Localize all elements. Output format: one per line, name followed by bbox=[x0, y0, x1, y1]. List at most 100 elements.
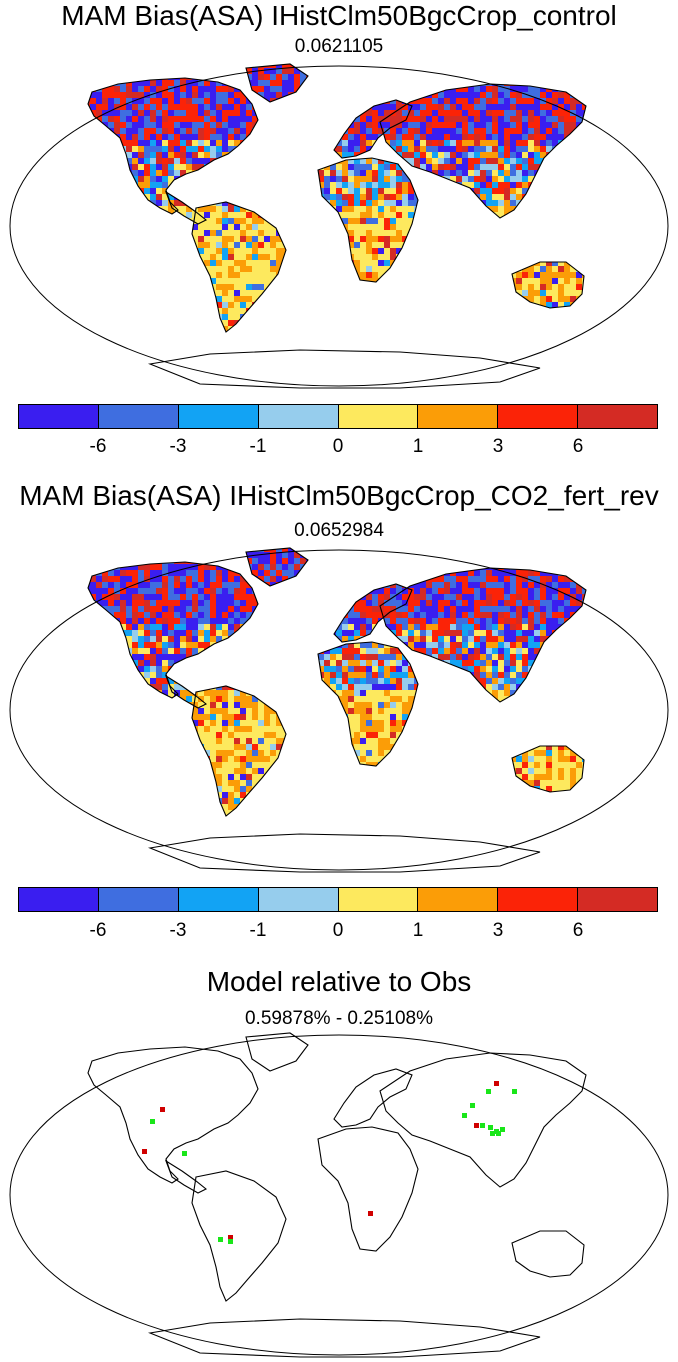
bias-cell bbox=[498, 284, 504, 290]
bias-cell bbox=[642, 182, 648, 188]
bias-cell bbox=[108, 146, 114, 152]
bias-cell bbox=[486, 224, 492, 230]
bias-cell bbox=[210, 110, 216, 116]
bias-cell bbox=[192, 152, 198, 158]
bias-cell bbox=[510, 68, 516, 74]
bias-cell bbox=[588, 320, 594, 326]
bias-cell bbox=[162, 254, 168, 260]
bias-cell bbox=[288, 98, 294, 104]
bias-cell bbox=[276, 314, 282, 320]
bias-cell bbox=[36, 320, 42, 326]
bias-cell bbox=[516, 194, 522, 200]
bias-cell bbox=[324, 266, 330, 272]
bias-cell bbox=[528, 74, 534, 80]
bias-cell bbox=[570, 134, 576, 140]
bias-cell bbox=[546, 98, 552, 104]
bias-cell bbox=[198, 176, 204, 182]
bias-cell bbox=[510, 320, 516, 326]
bias-cell bbox=[636, 224, 642, 230]
bias-cell bbox=[432, 230, 438, 236]
bias-cell bbox=[324, 140, 330, 146]
bias-cell bbox=[606, 68, 612, 74]
bias-cell bbox=[120, 170, 126, 176]
bias-cell bbox=[612, 104, 618, 110]
bias-cell bbox=[120, 284, 126, 290]
bias-cell bbox=[144, 86, 150, 92]
bias-cell bbox=[666, 314, 672, 320]
bias-cell bbox=[42, 74, 48, 80]
bias-cell bbox=[390, 86, 396, 92]
bias-cell bbox=[6, 170, 12, 176]
bias-cell bbox=[444, 92, 450, 98]
bias-cell bbox=[546, 242, 552, 248]
bias-cell bbox=[354, 254, 360, 260]
bias-cell bbox=[534, 284, 540, 290]
bias-cell bbox=[342, 170, 348, 176]
bias-cell bbox=[18, 290, 24, 296]
bias-cell bbox=[246, 182, 252, 188]
bias-cell bbox=[504, 224, 510, 230]
bias-cell bbox=[660, 146, 666, 152]
bias-cell bbox=[504, 92, 510, 98]
bias-cell bbox=[30, 302, 36, 308]
bias-cell bbox=[642, 206, 648, 212]
bias-cell bbox=[408, 254, 414, 260]
bias-cell bbox=[210, 296, 216, 302]
bias-cell bbox=[504, 128, 510, 134]
bias-cell bbox=[354, 284, 360, 290]
bias-cell bbox=[120, 98, 126, 104]
bias-cell bbox=[552, 236, 558, 242]
bias-cell bbox=[216, 128, 222, 134]
bias-cell bbox=[162, 134, 168, 140]
bias-cell bbox=[78, 80, 84, 86]
bias-cell bbox=[540, 308, 546, 314]
bias-cell bbox=[378, 110, 384, 116]
bias-cell bbox=[564, 242, 570, 248]
bias-cell bbox=[396, 266, 402, 272]
bias-cell bbox=[630, 92, 636, 98]
bias-cell bbox=[624, 200, 630, 206]
bias-cell bbox=[88, 92, 90, 98]
bias-cell bbox=[318, 284, 324, 290]
bias-cell bbox=[234, 218, 240, 224]
bias-cell bbox=[414, 248, 420, 254]
bias-cell bbox=[396, 320, 402, 326]
bias-cell bbox=[582, 104, 586, 110]
bias-cell bbox=[336, 248, 342, 254]
bias-cell bbox=[96, 98, 102, 104]
bias-cell bbox=[24, 74, 30, 80]
bias-cell bbox=[600, 314, 606, 320]
bias-cell bbox=[642, 74, 648, 80]
bias-cell bbox=[12, 86, 18, 92]
bias-cell bbox=[96, 320, 102, 326]
bias-cell bbox=[462, 140, 468, 146]
bias-cell bbox=[450, 122, 456, 128]
bias-cell bbox=[258, 260, 264, 266]
bias-cell bbox=[312, 290, 318, 296]
bias-cell bbox=[462, 284, 468, 290]
bias-cell bbox=[282, 290, 288, 296]
bias-cell bbox=[432, 308, 438, 314]
bias-cell bbox=[138, 104, 144, 110]
bias-cell bbox=[288, 86, 294, 92]
bias-cell bbox=[360, 254, 366, 260]
bias-cell bbox=[204, 128, 210, 134]
bias-cell bbox=[480, 74, 486, 80]
bias-cell bbox=[288, 308, 294, 314]
bias-cell bbox=[462, 98, 468, 104]
bias-cell bbox=[558, 104, 564, 110]
bias-cell bbox=[312, 218, 318, 224]
bias-cell bbox=[54, 182, 60, 188]
bias-cell bbox=[438, 236, 444, 242]
bias-cell bbox=[54, 176, 60, 182]
bias-cell bbox=[102, 266, 108, 272]
bias-cell bbox=[294, 98, 300, 104]
bias-cell bbox=[312, 164, 318, 170]
bias-cell bbox=[108, 224, 114, 230]
bias-cell bbox=[198, 212, 204, 218]
bias-cell bbox=[192, 146, 198, 152]
bias-cell bbox=[144, 320, 150, 326]
bias-cell bbox=[72, 62, 78, 68]
bias-cell bbox=[288, 176, 294, 182]
bias-cell bbox=[348, 284, 354, 290]
